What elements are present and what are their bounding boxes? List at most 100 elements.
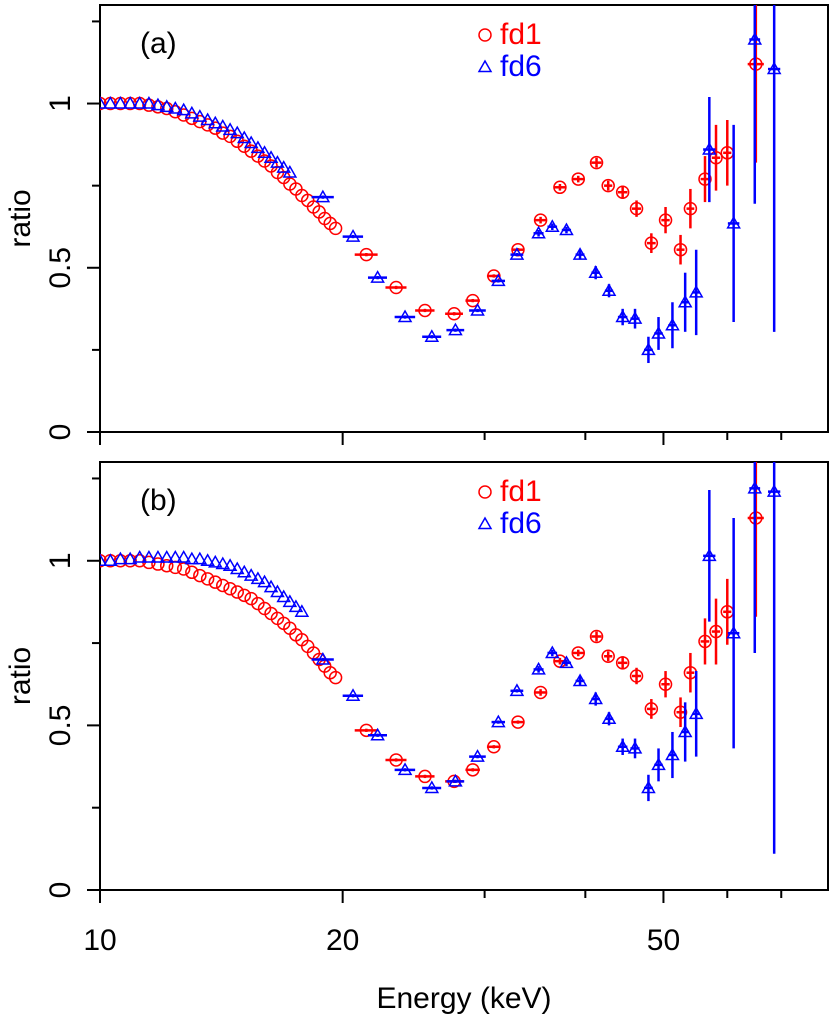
data-point (315, 652, 331, 665)
data-point (601, 178, 615, 193)
legend-marker (478, 485, 492, 499)
data-point (470, 302, 485, 316)
data-point (230, 134, 245, 149)
data-point (200, 112, 215, 126)
data-point (424, 329, 440, 342)
data-point (509, 247, 525, 260)
data-point (465, 293, 480, 308)
data-point (229, 125, 245, 139)
data-point (726, 215, 741, 229)
data-point (677, 294, 693, 308)
x-axis-label: Energy (keV) (376, 982, 551, 1015)
data-point (389, 280, 403, 295)
data-point (263, 579, 279, 593)
data-point (207, 554, 223, 568)
data-point (176, 549, 191, 563)
data-point (237, 588, 252, 603)
data-point (223, 129, 237, 144)
data-point (651, 757, 666, 771)
data-point (132, 549, 147, 563)
data-point (151, 557, 165, 571)
data-point (601, 649, 615, 663)
data-point (345, 229, 361, 242)
data-point (215, 556, 231, 570)
data-point (229, 561, 245, 575)
data-point (397, 309, 413, 323)
data-point (559, 222, 574, 236)
panel-label: (b) (140, 484, 177, 517)
data-point (559, 655, 574, 669)
data-point (185, 565, 199, 580)
data-point (531, 225, 546, 239)
data-point (629, 669, 644, 683)
data-point (448, 322, 463, 336)
data-point (208, 575, 223, 589)
data-point (216, 578, 230, 593)
data-point (192, 109, 208, 122)
data-point (641, 342, 656, 356)
legend-label: fd1 (500, 475, 542, 508)
data-point (572, 673, 588, 687)
y-axis-label: ratio (4, 189, 37, 247)
legend-marker (478, 28, 492, 42)
data-point (487, 740, 501, 754)
x-tick-label: 20 (326, 924, 359, 957)
data-point (215, 119, 231, 132)
data-point (113, 96, 128, 109)
data-point (397, 762, 413, 776)
y-tick-label: 0.5 (44, 247, 77, 289)
data-point (328, 670, 343, 685)
data-point (601, 711, 617, 725)
legend-marker (477, 516, 493, 530)
data-point (184, 105, 200, 119)
data-point (168, 100, 183, 114)
data-point (673, 242, 688, 257)
data-point (250, 571, 266, 585)
data-point (294, 604, 310, 618)
data-point (418, 303, 432, 318)
legend-label: fd6 (500, 507, 542, 540)
data-point (747, 31, 763, 45)
data-point (533, 213, 548, 227)
data-point (216, 126, 230, 140)
plot-frame (99, 4, 829, 433)
data-point (698, 634, 712, 649)
data-point (222, 122, 238, 136)
data-point (122, 96, 138, 109)
data-point (424, 780, 440, 794)
data-point (243, 568, 259, 581)
data-point (141, 549, 157, 563)
data-point (545, 219, 560, 232)
data-point (141, 96, 157, 109)
plot-area (100, 5, 782, 364)
data-point (615, 185, 630, 199)
panel-label: (a) (140, 27, 177, 60)
data-point (159, 549, 175, 563)
data-point (150, 549, 166, 563)
data-point (688, 706, 704, 720)
data-point (222, 558, 238, 571)
data-point (709, 624, 723, 639)
x-tick-label: 50 (647, 924, 680, 957)
data-point (766, 484, 782, 497)
data-point (447, 307, 461, 321)
data-point (702, 142, 717, 155)
plot-area (100, 462, 782, 854)
data-point (250, 140, 266, 154)
data-point (192, 551, 208, 565)
y-axis-label: ratio (4, 647, 37, 705)
data-point (589, 629, 604, 644)
data-point (627, 311, 643, 324)
data-point (100, 554, 107, 568)
data-point (288, 599, 304, 613)
plot-frame (99, 461, 829, 891)
data-point (176, 562, 191, 576)
data-point (132, 96, 147, 109)
legend-label: fd6 (500, 50, 542, 83)
data-point (589, 155, 604, 170)
data-point (651, 325, 666, 339)
data-point (509, 683, 525, 697)
data-point (237, 139, 252, 153)
data-point (370, 727, 385, 741)
